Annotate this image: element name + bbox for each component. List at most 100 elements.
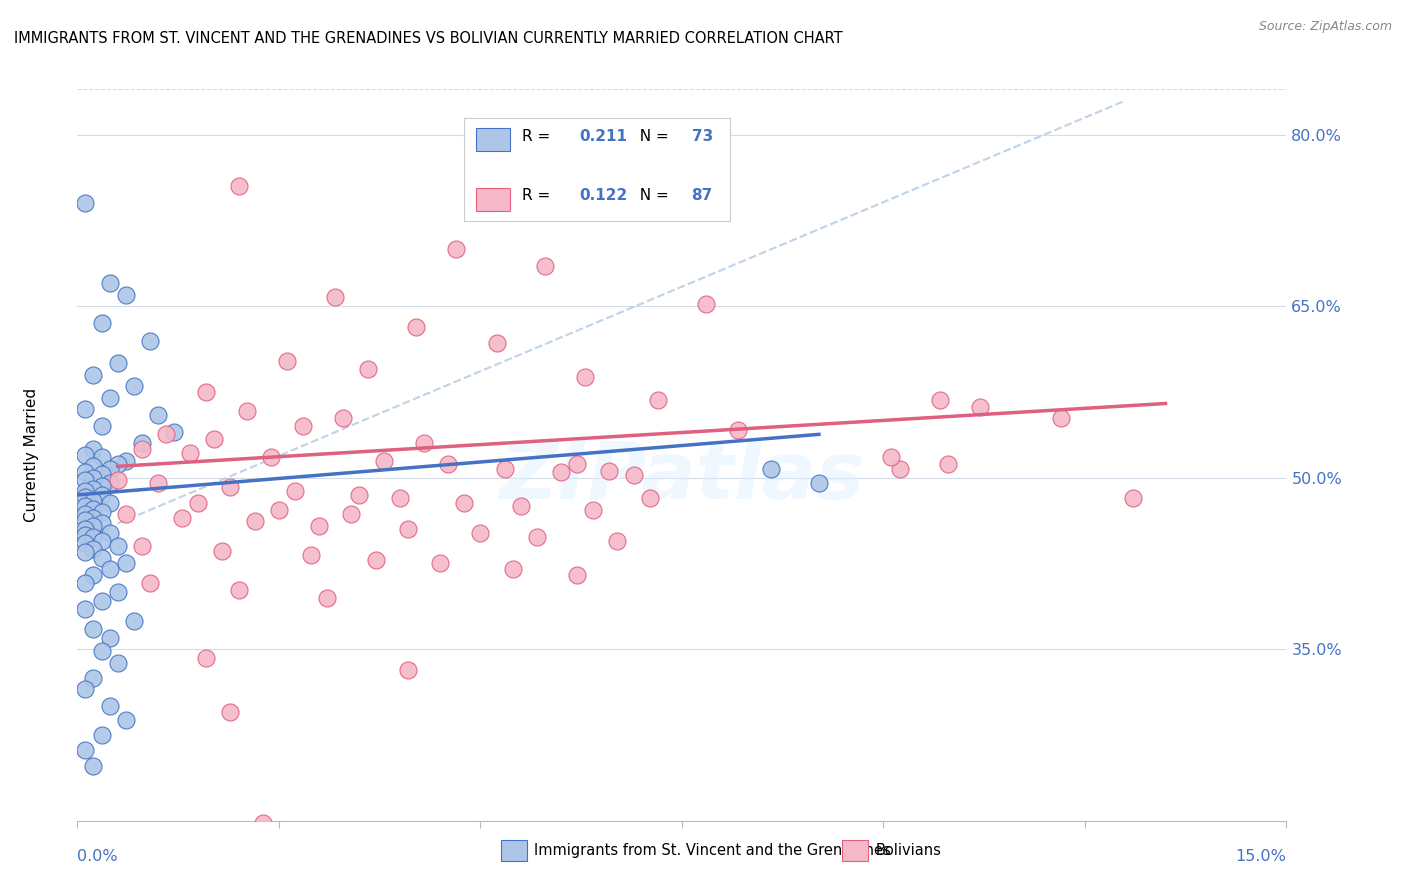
Point: [98, 525, 121, 540]
Text: 0.122: 0.122: [579, 188, 627, 203]
Point: [75, 402, 97, 417]
Point: [323, 290, 346, 304]
Point: [623, 468, 645, 483]
Point: [82, 482, 104, 496]
Point: [880, 450, 903, 465]
Point: [235, 404, 257, 418]
Point: [114, 557, 136, 571]
Point: [131, 539, 153, 553]
Text: 73: 73: [692, 128, 713, 144]
Point: [131, 436, 153, 450]
Point: [485, 335, 508, 350]
Point: [82, 442, 104, 457]
Point: [187, 496, 209, 510]
Point: [146, 408, 169, 422]
Point: [1049, 411, 1071, 425]
Point: [75, 545, 97, 559]
Point: [90, 317, 112, 331]
Point: [284, 484, 307, 499]
Point: [75, 602, 97, 616]
Text: 15.0%: 15.0%: [1236, 849, 1286, 864]
Point: [82, 493, 104, 508]
Point: [146, 476, 169, 491]
Point: [90, 479, 112, 493]
Point: [82, 671, 104, 685]
Point: [574, 370, 596, 384]
Point: [494, 461, 516, 475]
Point: [82, 758, 104, 772]
Point: [155, 427, 177, 442]
Point: [82, 530, 104, 544]
Point: [90, 594, 112, 608]
Point: [219, 705, 242, 719]
Point: [260, 450, 283, 465]
Text: 87: 87: [692, 188, 713, 203]
Point: [565, 457, 588, 471]
Point: [550, 465, 572, 479]
Point: [82, 459, 104, 474]
Point: [75, 448, 97, 462]
Point: [163, 425, 186, 439]
Point: [364, 553, 387, 567]
Point: [299, 549, 322, 563]
Point: [598, 464, 620, 478]
Point: [139, 576, 162, 591]
Point: [928, 393, 950, 408]
Point: [606, 533, 628, 548]
FancyBboxPatch shape: [477, 188, 510, 211]
Point: [82, 501, 104, 516]
FancyBboxPatch shape: [477, 128, 510, 152]
Point: [75, 465, 97, 479]
Point: [107, 539, 129, 553]
Point: [75, 536, 97, 550]
Point: [90, 467, 112, 482]
Point: [526, 530, 548, 544]
Point: [388, 491, 411, 506]
Point: [252, 816, 274, 830]
Text: 0.211: 0.211: [579, 128, 627, 144]
Point: [172, 510, 194, 524]
Text: Bolivians: Bolivians: [876, 843, 941, 858]
Point: [396, 663, 419, 677]
Point: [75, 500, 97, 514]
Point: [316, 591, 339, 605]
FancyBboxPatch shape: [464, 119, 730, 221]
Point: [90, 644, 112, 658]
Point: [122, 379, 145, 393]
Point: [638, 491, 661, 506]
Point: [356, 362, 378, 376]
Text: N =: N =: [630, 128, 673, 144]
Point: [582, 503, 605, 517]
Point: [122, 614, 145, 628]
Point: [179, 445, 201, 459]
Point: [90, 450, 112, 465]
Point: [98, 476, 121, 491]
Point: [75, 490, 97, 504]
Text: R =: R =: [522, 128, 555, 144]
Point: [75, 528, 97, 542]
Point: [647, 393, 669, 408]
FancyBboxPatch shape: [842, 840, 868, 861]
Point: [75, 473, 97, 487]
FancyBboxPatch shape: [501, 840, 527, 861]
Point: [107, 356, 129, 371]
Point: [139, 334, 162, 348]
Text: IMMIGRANTS FROM ST. VINCENT AND THE GRENADINES VS BOLIVIAN CURRENTLY MARRIED COR: IMMIGRANTS FROM ST. VINCENT AND THE GREN…: [14, 31, 842, 46]
Point: [82, 541, 104, 556]
Point: [90, 533, 112, 548]
Point: [429, 557, 451, 571]
Point: [114, 508, 136, 522]
Point: [107, 457, 129, 471]
Point: [98, 496, 121, 510]
Point: [509, 500, 531, 514]
Point: [969, 400, 991, 414]
Point: [292, 419, 315, 434]
Point: [211, 544, 233, 558]
Point: [82, 568, 104, 582]
Point: [90, 419, 112, 434]
Text: Currently Married: Currently Married: [24, 388, 39, 522]
Point: [1122, 491, 1144, 506]
Point: [114, 288, 136, 302]
Point: [107, 473, 129, 487]
Point: [267, 503, 290, 517]
